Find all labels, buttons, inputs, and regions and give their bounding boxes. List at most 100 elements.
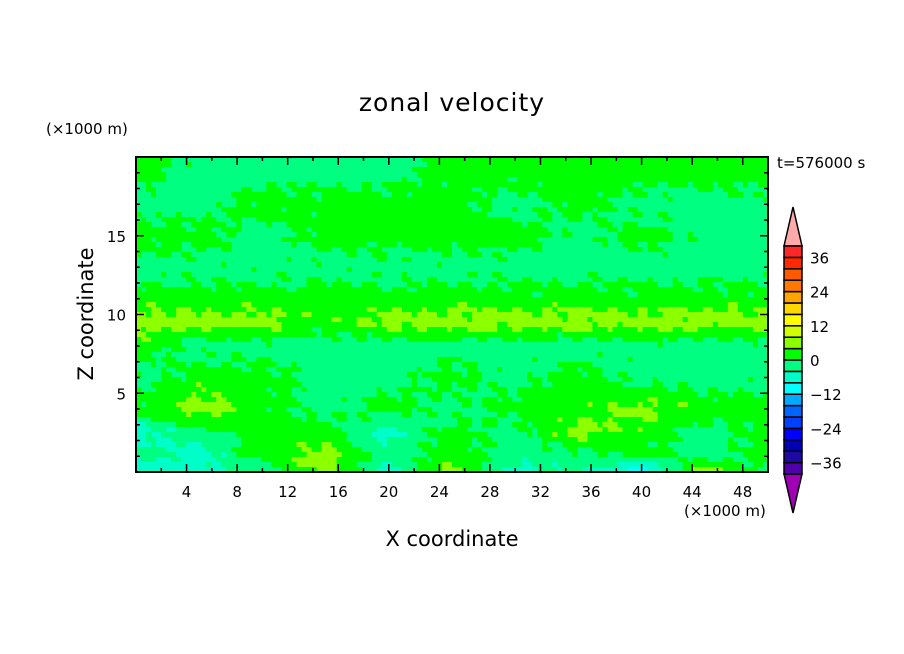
contour-cell (356, 172, 363, 178)
contour-cell (386, 237, 393, 243)
contour-cell (597, 162, 604, 168)
contour-cell (311, 307, 318, 313)
contour-cell (281, 202, 288, 208)
contour-cell (577, 327, 584, 333)
contour-cell (421, 352, 428, 358)
contour-cell (161, 162, 167, 168)
contour-cell (587, 187, 594, 193)
contour-cell (261, 182, 268, 188)
contour-cell (717, 252, 724, 258)
contour-cell (136, 267, 142, 273)
contour-cell (682, 212, 689, 218)
contour-cell (607, 327, 614, 333)
contour-cell (291, 312, 298, 318)
contour-cell (236, 177, 242, 183)
contour-cell (201, 352, 207, 358)
contour-cell (171, 237, 177, 243)
contour-cell (742, 247, 749, 253)
contour-cell (592, 272, 599, 278)
contour-cell (406, 317, 413, 323)
contour-cell (191, 297, 197, 303)
contour-cell (316, 277, 323, 283)
contour-cell (562, 272, 568, 278)
contour-cell (196, 277, 202, 283)
contour-cell (472, 312, 478, 318)
contour-cell (712, 277, 719, 283)
contour-cell (532, 227, 538, 233)
contour-cell (462, 162, 468, 168)
contour-cell (527, 242, 533, 248)
contour-cell (371, 247, 378, 253)
contour-cell (622, 247, 629, 253)
contour-cell (532, 307, 538, 313)
contour-cell (507, 287, 513, 293)
contour-cell (236, 257, 242, 263)
contour-cell (251, 157, 257, 163)
contour-cell (647, 157, 654, 163)
contour-cell (336, 292, 343, 298)
contour-cell (361, 282, 368, 288)
contour-cell (216, 332, 222, 338)
contour-cell (462, 347, 468, 353)
contour-cell (151, 352, 157, 358)
contour-cell (156, 247, 162, 253)
contour-cell (336, 317, 343, 323)
contour-cell (136, 322, 142, 328)
contour-cell (426, 167, 433, 173)
contour-cell (266, 227, 273, 233)
contour-cell (752, 287, 759, 293)
contour-cell (381, 207, 388, 213)
contour-cell (401, 257, 408, 263)
contour-cell (542, 197, 548, 203)
contour-cell (276, 162, 283, 168)
contour-cell (366, 282, 373, 288)
contour-cell (697, 332, 704, 338)
contour-cell (266, 322, 273, 328)
contour-cell (381, 182, 388, 188)
contour-cell (381, 267, 388, 273)
contour-cell (331, 207, 338, 213)
contour-cell (416, 207, 423, 213)
contour-cell (166, 257, 172, 263)
contour-cell (151, 202, 157, 208)
contour-cell (587, 332, 594, 338)
contour-cell (532, 277, 538, 283)
contour-cell (592, 312, 599, 318)
contour-cell (722, 297, 729, 303)
contour-cell (617, 257, 624, 263)
contour-cell (171, 247, 177, 253)
contour-cell (452, 267, 458, 273)
contour-cell (151, 272, 157, 278)
contour-cell (236, 217, 242, 223)
contour-cell (211, 177, 217, 183)
contour-cell (441, 162, 448, 168)
contour-cell (537, 167, 543, 173)
contour-cell (677, 237, 684, 243)
contour-cell (527, 197, 533, 203)
contour-cell (552, 322, 558, 328)
contour-cell (732, 157, 739, 163)
contour-cell (176, 162, 182, 168)
contour-cell (592, 232, 599, 238)
contour-cell (522, 302, 528, 308)
contour-cell (452, 237, 458, 243)
contour-cell (487, 292, 493, 298)
contour-cell (567, 262, 573, 268)
contour-cell (647, 342, 654, 348)
contour-cell (201, 222, 207, 228)
contour-cell (416, 272, 423, 278)
contour-cell (186, 287, 192, 293)
contour-cell (286, 232, 293, 238)
contour-cell (241, 217, 247, 223)
contour-cell (662, 237, 669, 243)
contour-cell (156, 232, 162, 238)
contour-cell (547, 247, 553, 253)
contour-cell (537, 347, 543, 353)
contour-cell (191, 277, 197, 283)
contour-cell (416, 227, 423, 233)
contour-cell (747, 317, 754, 323)
contour-cell (687, 197, 694, 203)
contour-cell (316, 227, 323, 233)
contour-cell (181, 322, 187, 328)
contour-cell (587, 182, 594, 188)
